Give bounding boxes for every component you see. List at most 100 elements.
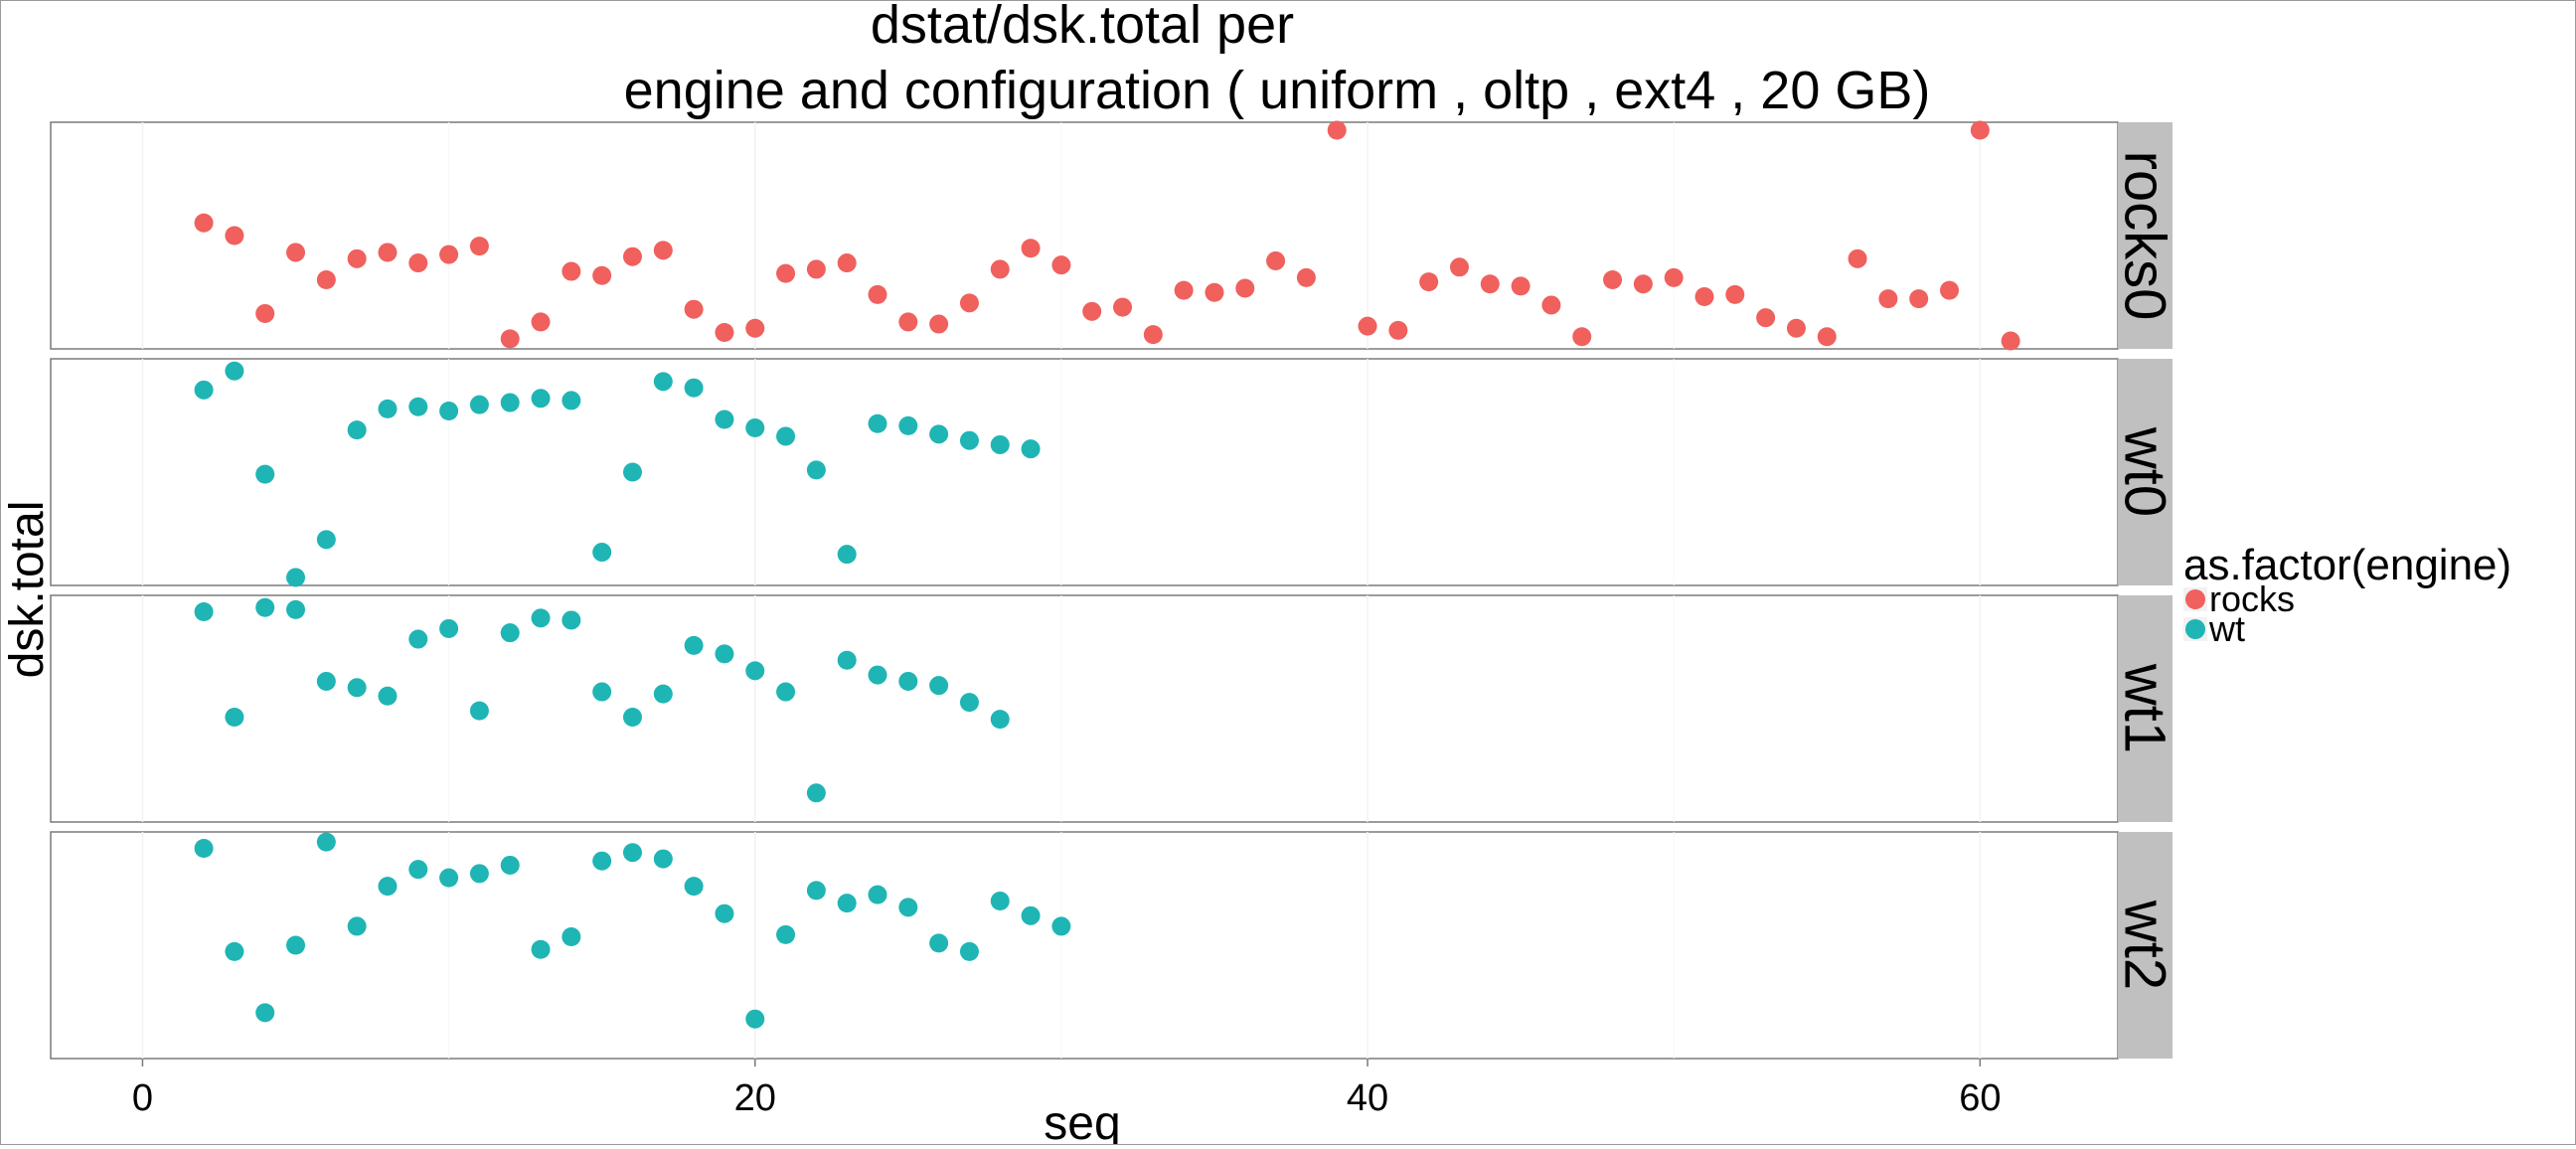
data-point [347,678,367,698]
data-point [500,623,520,643]
facet-panel-wt0: wt0 [50,358,2177,587]
data-point [1358,316,1377,336]
data-point [1082,301,1102,321]
data-point [286,243,306,262]
legend-label-wt: wt [2208,608,2245,649]
data-point [1051,255,1071,275]
data-point [898,898,918,917]
data-point [837,894,857,913]
data-point [837,650,857,670]
data-point [408,629,428,649]
data-point [745,417,765,437]
data-point [990,710,1010,730]
data-point [715,644,734,664]
data-point [837,545,857,565]
data-point [531,939,551,959]
data-point [439,402,459,421]
data-point [990,259,1010,279]
facet-panel-wt2: wt2 [50,831,2177,1060]
data-point [194,380,214,400]
facet-strip-label: wt1 [2113,663,2177,753]
data-point [959,293,979,313]
data-point [684,635,704,655]
data-point [1786,318,1806,338]
data-point [898,671,918,691]
data-point [1664,267,1684,287]
legend: as.factor(engine) rocks wt [2183,541,2511,649]
legend-label-rocks: rocks [2209,578,2295,619]
data-point [439,868,459,888]
data-point [653,241,673,260]
data-point [715,410,734,429]
data-point [562,261,581,281]
data-point [592,265,612,285]
data-point [929,676,949,696]
data-point [622,246,642,266]
data-point [1021,439,1041,459]
data-point [347,916,367,936]
data-point [1756,308,1776,328]
data-point [1021,905,1041,925]
data-point [990,891,1010,910]
data-point [1388,320,1408,340]
data-point [1296,267,1316,287]
data-point [500,329,520,349]
data-point [806,259,826,279]
data-point [255,464,275,484]
data-point [959,941,979,961]
x-axis: 0 20 40 60 [132,1059,2001,1119]
data-point [316,671,336,691]
panel-background [50,831,2119,1060]
data-point [469,237,489,256]
data-point [868,665,887,685]
data-point [592,851,612,871]
data-point [469,701,489,721]
data-point [622,843,642,863]
data-point [653,849,673,869]
data-point [715,323,734,343]
data-point [898,415,918,435]
data-point [592,682,612,702]
data-point [531,312,551,332]
data-point [1541,295,1561,315]
data-point [255,597,275,617]
data-point [316,270,336,290]
data-point [378,399,398,418]
data-point [1021,239,1041,258]
data-point [1878,289,1898,309]
data-point [837,253,857,273]
data-point [194,838,214,858]
data-point [255,1003,275,1023]
data-point [2001,331,2020,351]
data-point [194,601,214,621]
data-point [868,413,887,433]
data-point [684,299,704,319]
data-point [225,941,244,961]
facet-strip [2118,832,2173,1059]
data-point [1419,272,1439,292]
data-point [1143,325,1163,345]
data-point [929,933,949,953]
x-tick-label: 60 [1959,1077,2001,1119]
data-point [562,391,581,410]
facet-panel-rocks0: rocks0 [50,120,2177,351]
data-point [469,864,489,884]
chart-title-line2: engine and configuration ( uniform , olt… [624,61,1931,120]
data-point [1449,257,1469,277]
data-point [1174,280,1194,300]
data-point [225,226,244,246]
data-point [806,783,826,803]
data-point [1817,327,1837,347]
data-point [959,430,979,450]
data-point [898,312,918,332]
data-point [684,877,704,897]
data-point [745,661,765,681]
data-point [531,608,551,628]
facet-panel-wt1: wt1 [50,594,2177,823]
data-point [255,303,275,323]
data-point [1633,274,1653,294]
data-point [1235,278,1255,298]
data-point [1694,286,1714,306]
